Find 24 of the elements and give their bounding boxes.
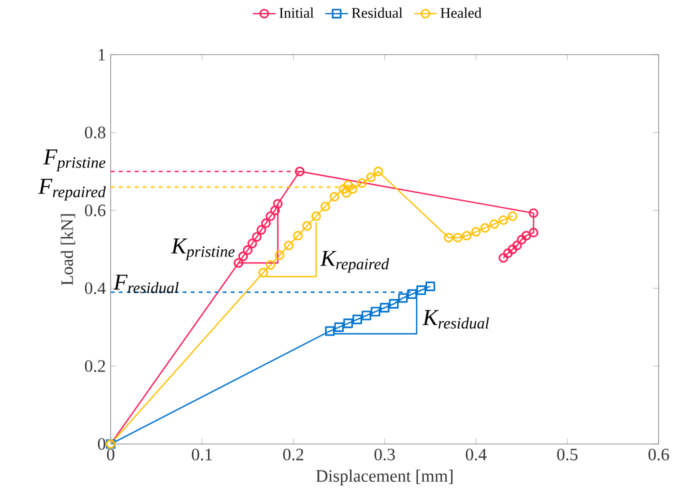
y-tick-label: 0.4	[84, 282, 106, 294]
annotation: K$_{pristine}$	[171, 238, 235, 260]
legend-label: Initial	[279, 8, 314, 18]
x-axis-title: Displacement [mm]	[316, 470, 452, 486]
y-tick-label: 0	[98, 438, 106, 450]
x-tick-label: 0.5	[557, 448, 578, 460]
y-tick-label: 0.2	[84, 360, 106, 372]
y-tick-label: 0.6	[84, 204, 106, 216]
y-tick-label: 1	[98, 48, 105, 60]
annotation: F$_{repaired}$	[38, 178, 106, 201]
annotation: F$_{residual}$	[113, 274, 179, 294]
annotation: K$_{repaired}$	[320, 250, 390, 273]
y-axis-title: Load [kN]	[60, 214, 76, 286]
annotation: F$_{pristine}$	[43, 150, 106, 172]
legend-label: Residual	[352, 8, 402, 18]
x-tick-label: 0.2	[283, 448, 304, 460]
legend-label: Healed	[440, 8, 482, 18]
x-tick-label: 0.1	[192, 448, 212, 460]
x-tick-label: 0	[107, 448, 114, 460]
x-tick-label: 0.4	[466, 448, 487, 460]
x-tick-label: 0.6	[648, 448, 669, 460]
y-tick-label: 0.8	[84, 126, 106, 138]
annotation: K$_{residual}$	[422, 310, 489, 329]
x-tick-label: 0.3	[374, 448, 395, 460]
